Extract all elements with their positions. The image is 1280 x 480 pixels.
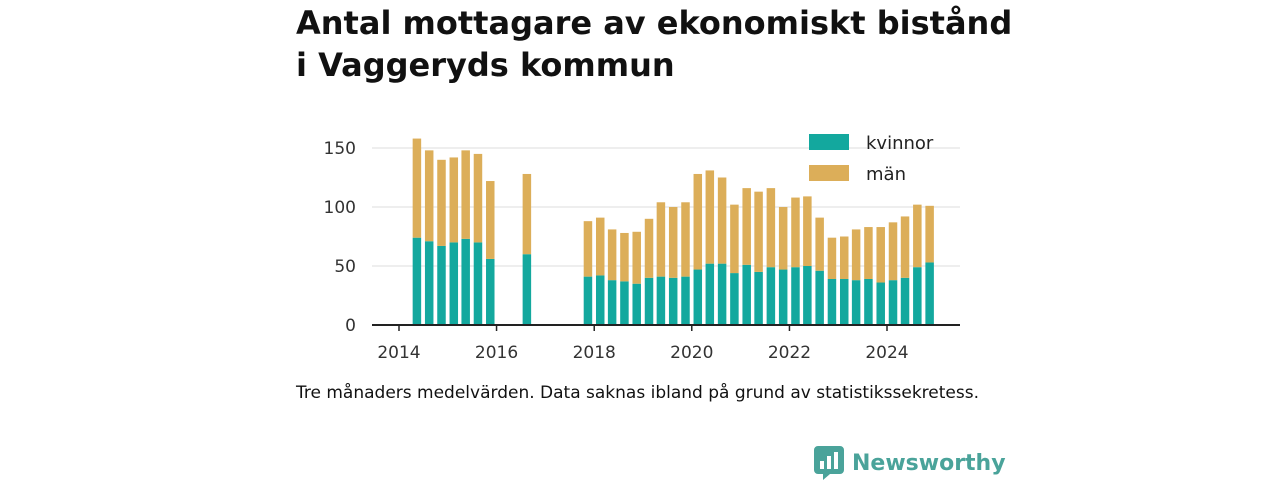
bar-man xyxy=(644,218,654,278)
bar-man xyxy=(705,170,715,264)
bar-man xyxy=(632,231,641,284)
chart-caption: Tre månaders medelvärden. Data saknas ib… xyxy=(296,383,979,403)
bar-man xyxy=(693,173,703,270)
bar-man xyxy=(668,207,678,278)
bar-kvinnor xyxy=(791,267,800,325)
bar-man xyxy=(461,150,470,239)
y-tick-label: 0 xyxy=(345,316,356,336)
bar-kvinnor xyxy=(412,237,422,325)
bar-man xyxy=(620,232,629,282)
bar-man xyxy=(864,227,873,279)
bar-kvinnor xyxy=(803,266,812,325)
bar-man xyxy=(595,217,605,276)
legend-swatch xyxy=(809,165,849,181)
x-tick-label: 2014 xyxy=(377,343,420,363)
bar-man xyxy=(913,204,922,268)
bar-kvinnor xyxy=(656,276,666,325)
bar-kvinnor xyxy=(486,258,495,325)
chart-title: Antal mottagare av ekonomiskt bistånd i … xyxy=(296,4,1013,84)
bar-kvinnor xyxy=(888,280,898,325)
bar-kvinnor xyxy=(644,277,654,325)
bar-man xyxy=(851,229,861,281)
brand-logo[interactable]: Newsworthy xyxy=(814,446,1006,480)
bar-man xyxy=(730,204,739,274)
bar-kvinnor xyxy=(815,270,824,325)
bar-kvinnor xyxy=(693,269,703,325)
y-tick-label: 150 xyxy=(324,139,356,159)
bar-kvinnor xyxy=(851,280,861,325)
bar-man xyxy=(766,188,776,268)
y-axis: 0 50 100 150 xyxy=(324,139,356,336)
bar-man xyxy=(742,188,751,265)
bar-kvinnor xyxy=(607,280,617,325)
bar-man xyxy=(486,181,495,259)
bar-kvinnor xyxy=(742,264,751,325)
bar-kvinnor xyxy=(461,238,470,325)
bar-kvinnor xyxy=(668,277,678,325)
gridlines xyxy=(372,147,960,267)
legend: kvinnor män xyxy=(809,133,934,185)
bar-man xyxy=(754,191,763,272)
bar-kvinnor xyxy=(827,278,837,325)
bar-kvinnor xyxy=(839,278,849,325)
bar-man xyxy=(449,157,459,243)
bar-man xyxy=(888,222,898,281)
bar-man xyxy=(424,150,434,242)
x-axis: 2014 2016 2018 2020 2022 2024 xyxy=(372,324,960,363)
x-tick-label: 2016 xyxy=(475,343,518,363)
bar-man xyxy=(925,205,934,263)
bar-man xyxy=(827,237,837,279)
bar-kvinnor xyxy=(925,262,934,325)
bar-kvinnor xyxy=(864,278,873,325)
bar-kvinnor xyxy=(681,276,690,325)
bar-man xyxy=(583,221,593,277)
bar-man xyxy=(900,216,910,278)
newsworthy-logo-icon xyxy=(814,446,844,480)
legend-label: män xyxy=(866,164,906,185)
bar-man xyxy=(803,196,812,266)
bar-man xyxy=(473,153,483,243)
bar-man xyxy=(876,227,885,283)
legend-swatch xyxy=(809,134,849,150)
bar-man xyxy=(522,173,532,255)
bar-kvinnor xyxy=(778,269,788,325)
y-tick-label: 100 xyxy=(324,198,356,218)
bar-kvinnor xyxy=(913,267,922,325)
bar-man xyxy=(437,159,446,246)
bar-kvinnor xyxy=(705,263,715,325)
bar-kvinnor xyxy=(632,283,641,325)
bar-kvinnor xyxy=(876,282,885,325)
bar-man xyxy=(681,202,690,277)
bar-kvinnor xyxy=(754,271,763,325)
bar-man xyxy=(607,229,617,281)
bar-kvinnor xyxy=(522,254,532,325)
bars xyxy=(412,138,934,325)
bar-kvinnor xyxy=(424,241,434,325)
y-tick-label: 50 xyxy=(334,257,356,277)
x-tick-label: 2020 xyxy=(670,343,713,363)
bar-kvinnor xyxy=(437,245,446,325)
bar-kvinnor xyxy=(473,242,483,325)
brand-name: Newsworthy xyxy=(852,450,1006,476)
x-tick-label: 2018 xyxy=(573,343,616,363)
bar-kvinnor xyxy=(717,263,727,325)
bar-man xyxy=(791,197,800,268)
bar-kvinnor xyxy=(900,277,910,325)
bar-man xyxy=(656,202,666,277)
bar-kvinnor xyxy=(449,242,459,325)
x-tick-label: 2022 xyxy=(768,343,811,363)
bar-kvinnor xyxy=(620,281,629,325)
bar-kvinnor xyxy=(583,276,593,325)
bar-man xyxy=(839,236,849,279)
bar-kvinnor xyxy=(595,275,605,325)
bar-man xyxy=(412,138,422,238)
bar-kvinnor xyxy=(730,273,739,325)
x-tick-label: 2024 xyxy=(865,343,908,363)
bar-man xyxy=(815,217,824,271)
bar-kvinnor xyxy=(766,267,776,325)
bar-man xyxy=(778,207,788,270)
bar-man xyxy=(717,177,727,264)
legend-label: kvinnor xyxy=(866,133,934,154)
